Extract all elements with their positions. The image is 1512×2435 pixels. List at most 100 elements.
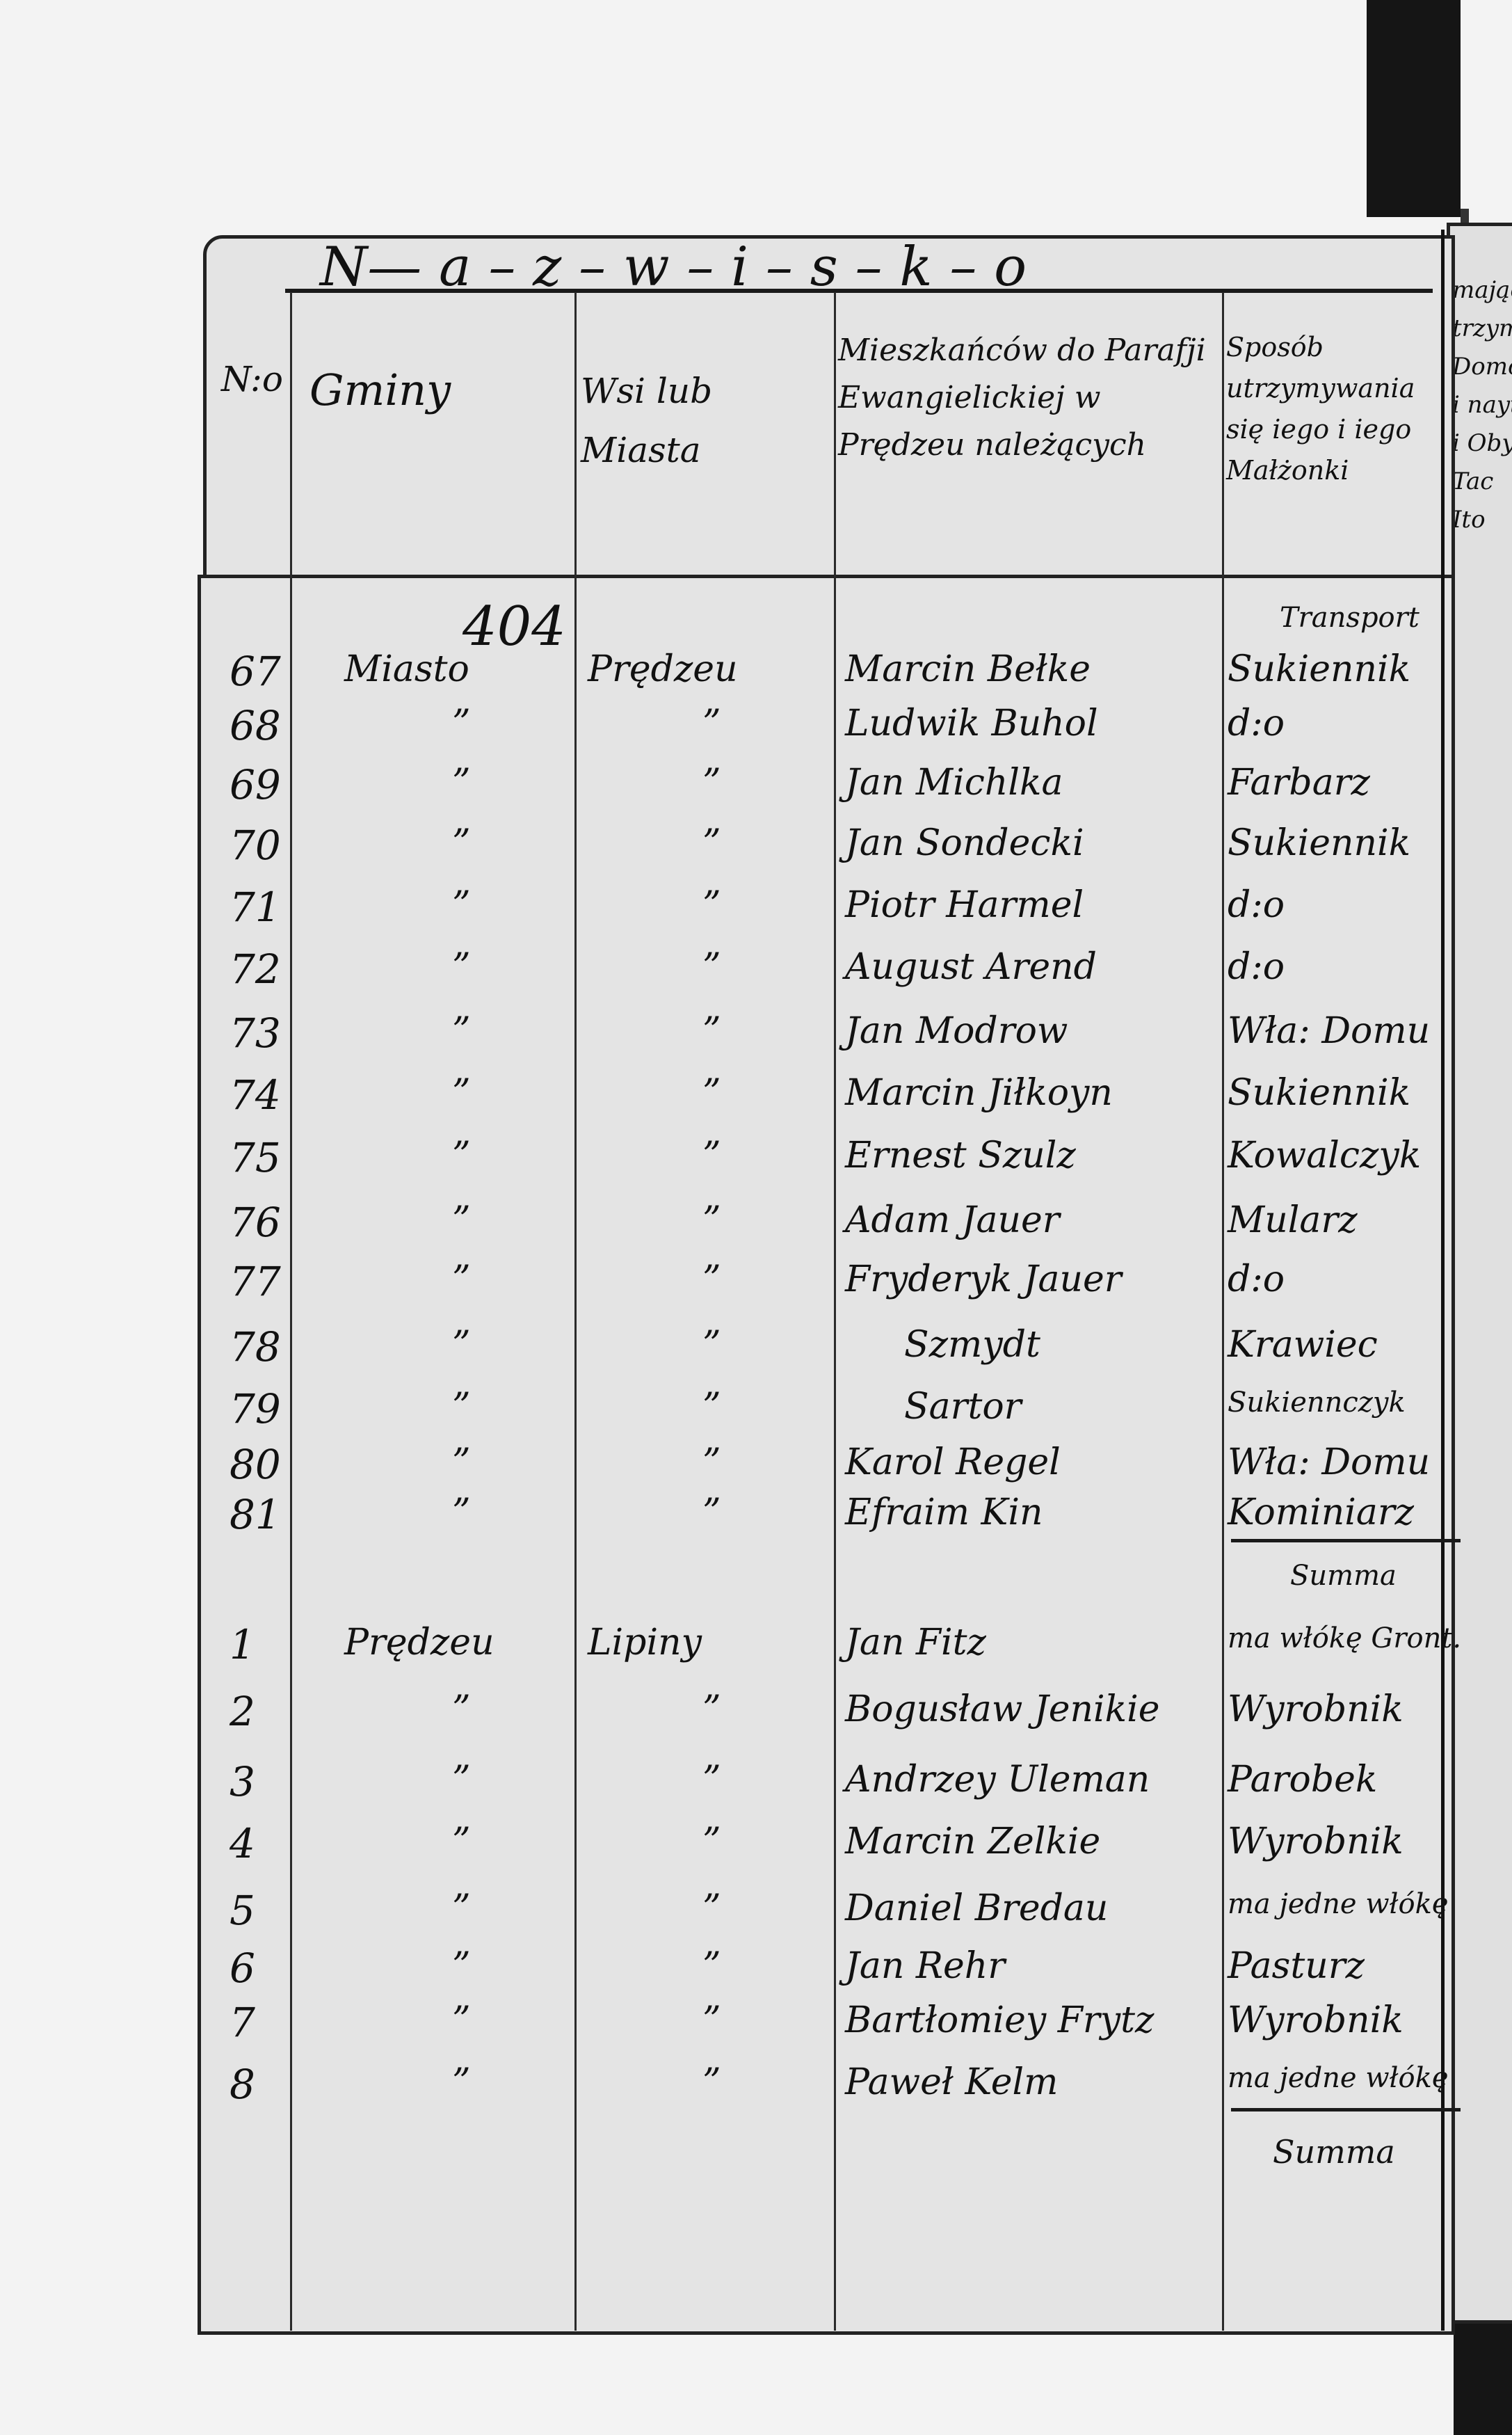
row-number: 5 (230, 1887, 255, 1934)
fragment-text: mający (1452, 276, 1512, 304)
gmina-cell: ” (452, 703, 471, 744)
row-number: 70 (230, 822, 281, 869)
scan-edge-top-right (1367, 0, 1461, 217)
wies-cell: ” (702, 1324, 721, 1366)
row-number: 77 (230, 1258, 281, 1305)
resident-name: Jan Michlka (845, 762, 1063, 804)
resident-name: Bogusław Jenikie (845, 1688, 1160, 1730)
wies-cell: ” (702, 946, 721, 988)
wies-cell: ” (702, 762, 721, 804)
transport-label: Transport (1280, 602, 1419, 634)
occupation-cell: d:o (1228, 884, 1285, 926)
wies-cell: ” (702, 1999, 721, 2041)
row-number: 7 (230, 1999, 255, 2046)
gmina-cell: ” (452, 1259, 471, 1300)
occupation-cell: ma jedne włókę (1228, 2062, 1449, 2094)
resident-name: Jan Sondecki (845, 822, 1084, 864)
occupation-cell: Kowalczyk (1228, 1135, 1422, 1176)
resident-name: Ernest Szulz (845, 1135, 1076, 1176)
fragment-text: i Oby (1452, 429, 1512, 457)
wies-cell: ” (702, 1072, 721, 1114)
resident-name: Fryderyk Jauer (845, 1259, 1122, 1300)
header-gmina: Gminy (309, 365, 451, 415)
row-number: 80 (230, 1441, 281, 1488)
row-number: 79 (230, 1385, 281, 1432)
gmina-cell: ” (452, 1759, 471, 1801)
wies-cell: ” (702, 2061, 721, 2103)
row-number: 2 (230, 1688, 255, 1735)
occupation-cell: ma włókę Gront. (1228, 1622, 1462, 1654)
occupation-cell: d:o (1228, 703, 1285, 744)
occupation-cell: Sukiennik (1228, 648, 1411, 690)
occupation-cell: Kominiarz (1228, 1492, 1415, 1533)
gmina-cell: Prędzeu (344, 1622, 494, 1663)
fragment-text: Ito (1452, 506, 1486, 534)
wies-cell: ” (702, 1821, 721, 1862)
occupation-cell: Mularz (1228, 1199, 1358, 1241)
gmina-cell: ” (452, 1999, 471, 2041)
gmina-cell: ” (452, 1945, 471, 1987)
row-number: 69 (230, 761, 281, 808)
row-number: 74 (230, 1071, 281, 1119)
resident-name: Daniel Bredau (845, 1887, 1109, 1929)
row-number: 71 (230, 884, 281, 931)
header-occupation: Sposób utrzymywania się iego i iego Małż… (1226, 332, 1415, 486)
scan-edge-bottom-right (1454, 2317, 1512, 2435)
resident-name: Adam Jauer (845, 1199, 1060, 1241)
wies-cell: ” (702, 1887, 721, 1929)
fragment-text: Tac (1452, 468, 1494, 495)
resident-name: Jan Modrow (845, 1010, 1068, 1052)
resident-name: Marcin Bełke (845, 648, 1091, 690)
summa-rule (1231, 2108, 1461, 2111)
resident-name: Karol Regel (845, 1442, 1061, 1483)
row-number: 68 (230, 702, 281, 749)
summa-label-1: Summa (1290, 1560, 1397, 1592)
page-number: 404 (463, 596, 566, 658)
row-number: 8 (230, 2061, 255, 2108)
column-divider (1441, 230, 1445, 2331)
wies-cell: Lipiny (588, 1622, 702, 1663)
row-number: 67 (230, 648, 281, 695)
resident-name: Paweł Kelm (845, 2061, 1059, 2103)
occupation-cell: Sukiennczyk (1228, 1387, 1406, 1419)
occupation-cell: Wła: Domu (1228, 1010, 1431, 1052)
gmina-cell: ” (452, 1492, 471, 1533)
gmina-cell: ” (452, 1324, 471, 1366)
occupation-cell: Farbarz (1228, 762, 1370, 804)
fragment-text: trzyma (1452, 314, 1512, 342)
fragment-text: Domow (1452, 353, 1512, 381)
occupation-cell: Pasturz (1228, 1945, 1365, 1987)
occupation-cell: d:o (1228, 946, 1285, 988)
wies-cell: ” (702, 1688, 721, 1730)
gmina-cell: ” (452, 884, 471, 926)
resident-name: Jan Fitz (845, 1622, 986, 1663)
wies-cell: ” (702, 703, 721, 744)
resident-name: Marcin Jiłkoyn (845, 1072, 1113, 1114)
adjacent-page-fragment (1447, 223, 1512, 2324)
wies-cell: ” (702, 1259, 721, 1300)
summa-rule (1231, 1539, 1461, 1542)
table-body (198, 575, 1455, 2335)
occupation-cell: Wyrobnik (1228, 1999, 1404, 2041)
wies-cell: ” (702, 1135, 721, 1176)
summa-label-2: Summa (1273, 2133, 1395, 2171)
occupation-cell: Wła: Domu (1228, 1442, 1431, 1483)
occupation-cell: d:o (1228, 1259, 1285, 1300)
column-divider (574, 292, 577, 2331)
column-divider (834, 292, 836, 2331)
occupation-cell: Wyrobnik (1228, 1688, 1404, 1730)
title-underline (285, 289, 1433, 293)
resident-name: August Arend (845, 946, 1097, 988)
gmina-cell: Miasto (344, 648, 469, 690)
header-residents: Mieszkańców do Parafji Ewangielickiej w … (838, 333, 1206, 463)
gmina-cell: ” (452, 1442, 471, 1483)
wies-cell: Prędzeu (588, 648, 738, 690)
row-number: 3 (230, 1758, 255, 1805)
gmina-cell: ” (452, 2061, 471, 2103)
header-wies: Wsi lub Miasta (581, 371, 713, 470)
resident-name: Piotr Harmel (845, 884, 1084, 926)
wies-cell: ” (702, 1386, 721, 1428)
resident-name: Bartłomiey Frytz (845, 1999, 1155, 2041)
occupation-cell: ma jedne włókę (1228, 1888, 1449, 1920)
row-number: 75 (230, 1134, 281, 1181)
